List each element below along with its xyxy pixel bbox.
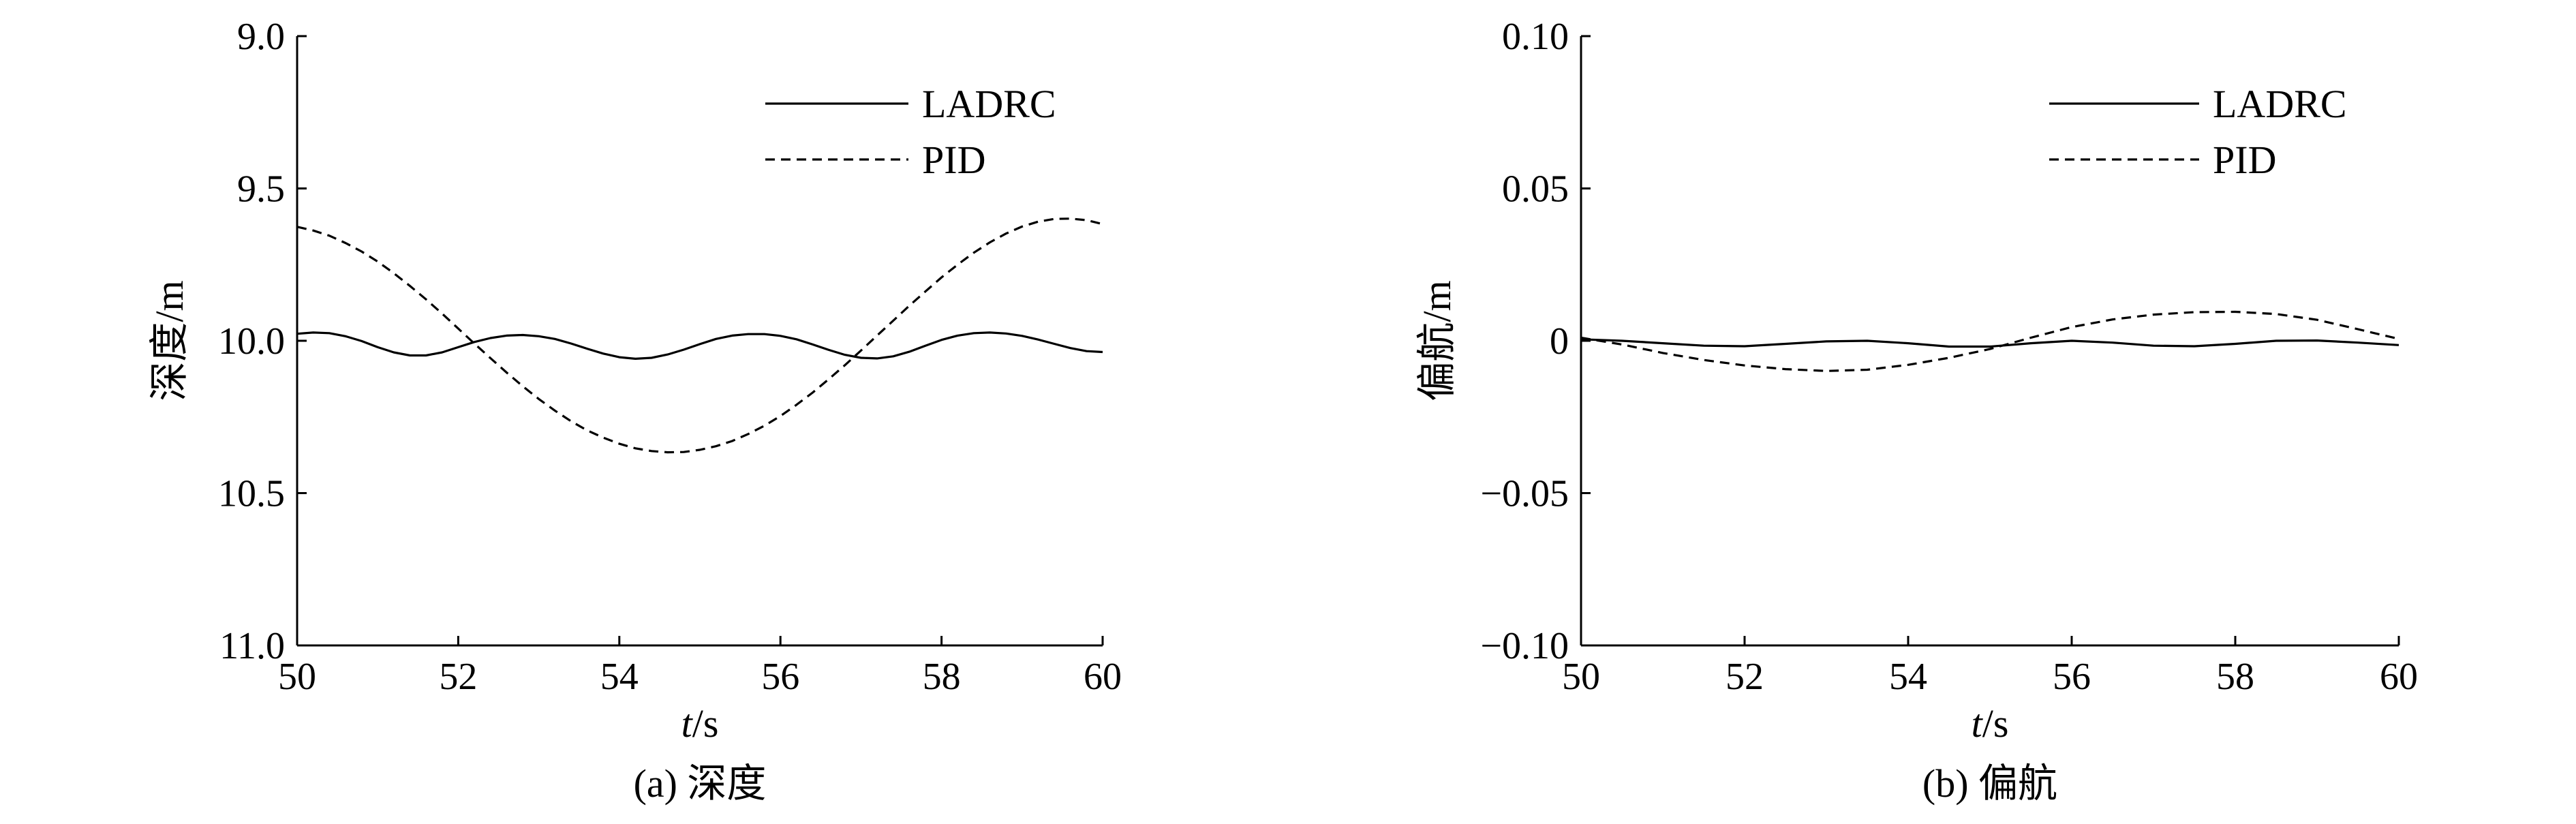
y-axis-label: 深度/m	[147, 280, 191, 401]
x-tick-label: 56	[2053, 656, 2091, 698]
y-tick-label: 10.0	[218, 320, 285, 363]
legend-label-pid: PID	[2213, 138, 2276, 182]
y-axis-label: 偏航/m	[1415, 280, 1459, 401]
series-line-ladrc	[1580, 338, 2399, 348]
chart-caption: (b) 偏航	[1922, 761, 2057, 806]
series-line-ladrc	[296, 331, 1103, 361]
legend-label-ladrc: LADRC	[922, 82, 1056, 126]
x-tick-label: 54	[1889, 656, 1927, 698]
x-tick-label: 60	[2380, 656, 2418, 698]
x-axis-label-unit: /s	[692, 701, 719, 746]
series-line-pid	[296, 217, 1103, 454]
yaw-chart-panel: 50 52 54 56 58 60 0.10 0.05 0 −0.05 −0.10 t/s 偏航/m (b…	[1415, 16, 2418, 806]
x-tick-label: 54	[600, 656, 639, 698]
x-tick-label: 58	[923, 656, 961, 698]
x-tick-label: 50	[1562, 656, 1600, 698]
x-axis-label: t/s	[1972, 701, 2009, 746]
y-tick-label: 0.10	[1502, 16, 1569, 58]
y-tick-label: 10.5	[218, 473, 285, 515]
x-axis-label-unit: /s	[1982, 701, 2009, 746]
x-tick-label: 50	[278, 656, 316, 698]
y-tick-label: −0.10	[1480, 625, 1569, 667]
y-tick-label: −0.05	[1480, 473, 1569, 515]
depth-chart-panel: 50 52 54 56 58 60 9.0 9.5 10.0 10.5 11.0 t/s 深度/m (a)…	[147, 16, 1122, 806]
x-tick-label: 60	[1084, 656, 1122, 698]
x-tick-label: 58	[2216, 656, 2254, 698]
y-tick-label: 9.5	[237, 168, 285, 211]
x-tick-label: 52	[1726, 656, 1764, 698]
y-tick-label: 11.0	[219, 625, 285, 667]
y-tick-label: 0	[1550, 320, 1569, 363]
x-axis-label-variable: t	[681, 701, 694, 746]
chart-caption: (a) 深度	[634, 761, 767, 806]
x-tick-label: 56	[761, 656, 799, 698]
x-axis-label: t/s	[681, 701, 719, 746]
y-tick-label: 0.05	[1502, 168, 1569, 211]
x-axis-label-variable: t	[1972, 701, 1984, 746]
legend-label-pid: PID	[922, 138, 985, 182]
y-tick-label: 9.0	[237, 16, 285, 58]
legend-label-ladrc: LADRC	[2213, 82, 2347, 126]
series-line-pid	[1580, 310, 2399, 372]
x-tick-label: 52	[439, 656, 477, 698]
